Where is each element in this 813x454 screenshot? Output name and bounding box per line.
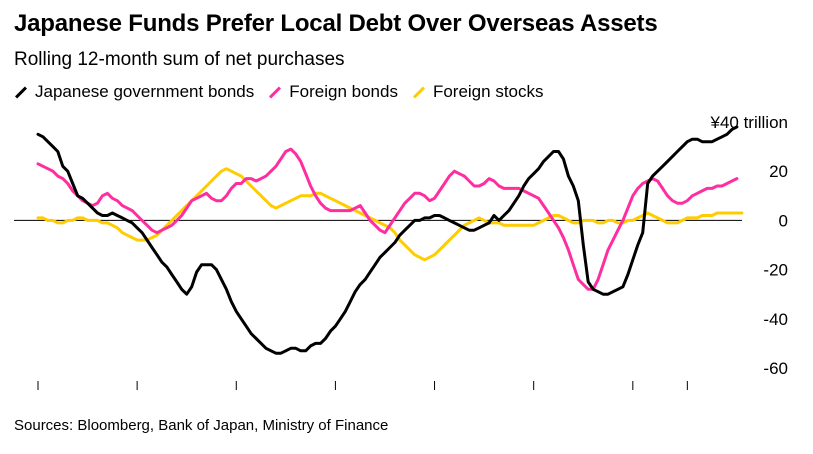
legend-item-foreign-bonds: Foreign bonds <box>268 82 398 102</box>
series-line-japanese-government-bonds <box>36 125 739 355</box>
y-tick-label: 0 <box>779 211 788 230</box>
legend-label-foreign-stocks: Foreign stocks <box>432 82 544 101</box>
y-tick-label: -40 <box>763 310 788 329</box>
y-tick-label: -20 <box>763 261 788 280</box>
series-line-foreign-bonds <box>36 147 739 291</box>
legend: Japanese government bonds Foreign bonds … <box>14 82 558 102</box>
legend-item-foreign-stocks: Foreign stocks <box>412 82 544 102</box>
source-note: Sources: Bloomberg, Bank of Japan, Minis… <box>14 417 389 434</box>
legend-label-foreign-bonds: Foreign bonds <box>289 82 398 101</box>
legend-item-jgb: Japanese government bonds <box>14 82 254 102</box>
y-tick-label: 20 <box>769 162 788 181</box>
legend-label-jgb: Japanese government bonds <box>35 82 255 101</box>
chart-title: Japanese Funds Prefer Local Debt Over Ov… <box>14 10 658 37</box>
chart-subtitle: Rolling 12-month sum of net purchases <box>14 49 345 70</box>
y-tick-label: ¥40 trillion <box>710 113 789 132</box>
y-tick-label: -60 <box>763 359 788 378</box>
